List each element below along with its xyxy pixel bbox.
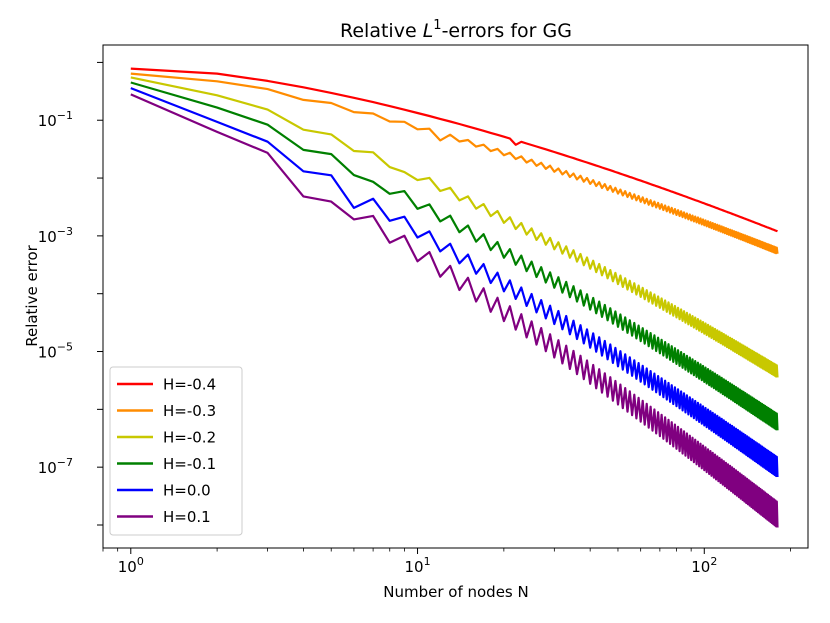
x-tick-label: 100 [118,555,144,576]
y-tick-label: 10−1 [38,109,73,130]
series-line [130,72,779,255]
y-tick-label: 10−5 [38,341,73,362]
chart-title: Relative L1-errors for GG [340,18,572,42]
plot-area [130,67,779,528]
chart-title-suffix: -errors for GG [442,20,572,42]
legend-label: H=0.0 [163,482,211,500]
chart-title-superscript: 1 [433,18,441,33]
legend-label: H=-0.4 [163,376,216,394]
x-tick-label: 102 [691,555,717,576]
x-tick-label: 101 [404,555,430,576]
legend: H=-0.4 H=-0.3 H=-0.2 H=-0.1 H=0.0 H=0.1 [109,366,243,536]
chart-title-prefix: Relative [340,20,423,42]
legend-label: H=0.1 [163,508,211,526]
legend-box [109,366,243,536]
y-tick-label: 10−7 [38,456,73,477]
plot-frame [102,44,809,549]
axis-ticks: 100 101 102 10−1 10−3 10−5 10−7 [38,61,791,576]
chart-title-italic: L [423,20,434,42]
series-line [130,81,779,431]
series-line [130,67,778,233]
legend-label: H=-0.3 [163,402,216,420]
x-axis-label: Number of nodes N [383,583,529,601]
series-line [130,87,779,478]
legend-label: H=-0.1 [163,455,216,473]
y-axis-label: Relative error [23,244,41,346]
legend-entries: H=-0.4 H=-0.3 H=-0.2 H=-0.1 H=0.0 H=0.1 [117,376,216,526]
legend-label: H=-0.2 [163,429,216,447]
series-line [130,76,779,378]
series-line [130,93,779,528]
y-tick-label: 10−3 [38,225,73,246]
